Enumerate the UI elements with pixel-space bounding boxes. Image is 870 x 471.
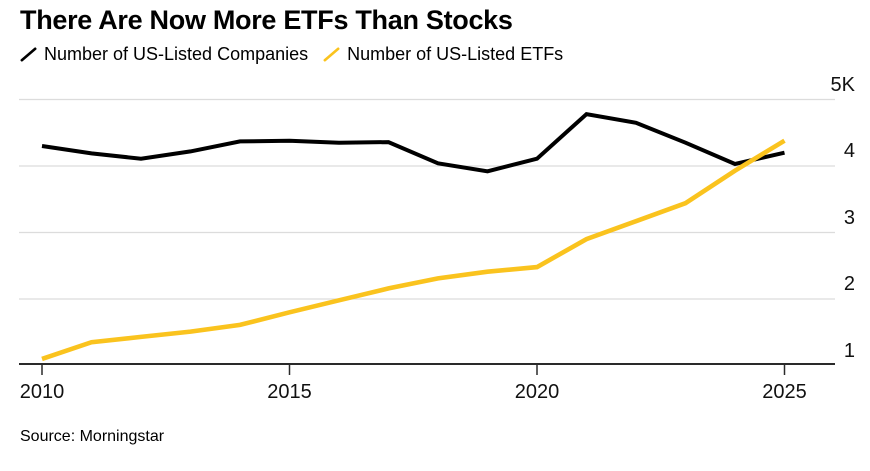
companies-slash-icon: [20, 47, 37, 62]
legend-item-companies: Number of US-Listed Companies: [20, 44, 308, 65]
legend-label-companies: Number of US-Listed Companies: [44, 44, 309, 64]
legend-label-etfs: Number of US-Listed ETFs: [347, 44, 564, 64]
etfs-line: [41, 138, 786, 362]
legend: Number of US-Listed Companies Number of …: [20, 44, 563, 65]
chart-title: There Are Now More ETFs Than Stocks: [20, 5, 513, 35]
legend-item-etfs: Number of US-Listed ETFs: [323, 44, 563, 65]
source-note: Source: Morningstar: [20, 428, 165, 445]
etfs-slash-icon: [323, 47, 340, 62]
companies-line: [41, 111, 785, 174]
